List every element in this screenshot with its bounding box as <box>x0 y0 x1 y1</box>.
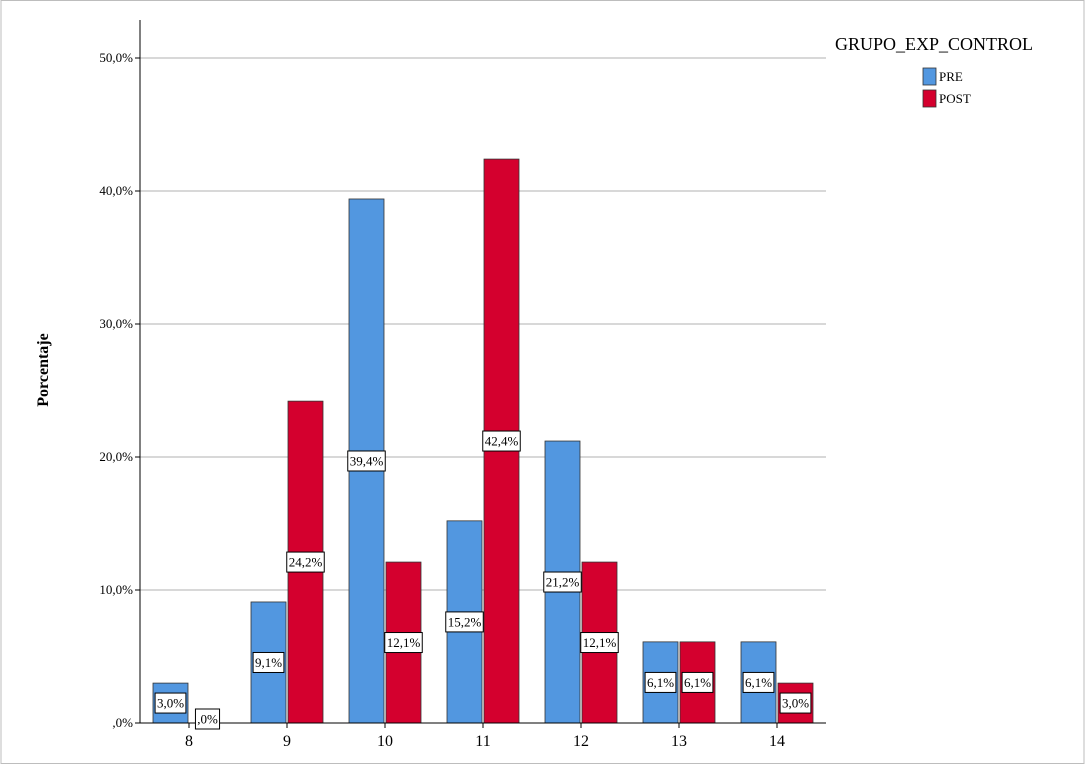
data-label-pre: 15,2% <box>445 611 484 633</box>
x-tick-label: 9 <box>283 733 291 750</box>
data-label-text: 6,1% <box>745 675 772 690</box>
x-tick-label: 10 <box>377 733 393 750</box>
data-label-text: 15,2% <box>448 614 482 629</box>
data-label-box <box>445 611 484 633</box>
data-label-text: 3,0% <box>782 696 809 711</box>
x-tick-label: 8 <box>185 733 193 750</box>
data-label-text: 24,2% <box>289 555 323 570</box>
legend: GRUPO_EXP_CONTROL PRE POST <box>835 34 1033 108</box>
data-label-box <box>681 671 714 693</box>
data-label-text: 12,1% <box>583 635 617 650</box>
data-label-post: 12,1% <box>384 632 423 654</box>
y-tick-label: ,0% <box>112 715 133 730</box>
data-label-post: 12,1% <box>580 632 619 654</box>
data-label-text: 6,1% <box>684 675 711 690</box>
data-label-box <box>482 430 521 452</box>
data-label-box <box>543 571 582 593</box>
data-label-text: 12,1% <box>387 635 421 650</box>
data-label-post: 3,0% <box>779 692 812 714</box>
data-label-box <box>644 671 677 693</box>
legend-label-pre: PRE <box>939 69 963 84</box>
x-tick-label: 12 <box>573 733 589 750</box>
x-tick-label: 14 <box>769 733 785 750</box>
data-label-pre: 21,2% <box>543 571 582 593</box>
data-label-text: ,0% <box>197 712 218 727</box>
y-tick-label: 50,0% <box>99 50 133 65</box>
data-label-pre: 3,0% <box>154 692 187 714</box>
y-tick-label: 10,0% <box>99 582 133 597</box>
legend-swatch-pre <box>922 67 937 86</box>
y-tick-label: 30,0% <box>99 316 133 331</box>
data-label-pre: 39,4% <box>347 450 386 472</box>
x-tick-label: 11 <box>475 733 490 750</box>
data-label-box <box>194 708 221 730</box>
data-label-post: ,0% <box>194 708 221 730</box>
data-label-text: 21,2% <box>546 575 580 590</box>
data-label-text: 3,0% <box>157 696 184 711</box>
legend-label-post: POST <box>939 91 971 106</box>
data-label-box <box>742 671 775 693</box>
data-label-pre: 9,1% <box>252 651 285 673</box>
data-label-box <box>286 551 325 573</box>
y-tick-label: 20,0% <box>99 449 133 464</box>
data-label-text: 39,4% <box>350 453 384 468</box>
data-label-box <box>154 692 187 714</box>
data-label-post: 6,1% <box>681 671 714 693</box>
legend-swatch-post <box>922 89 937 108</box>
y-axis-title: Porcentaje <box>35 333 52 406</box>
data-label-box <box>347 450 386 472</box>
data-label-box <box>580 632 619 654</box>
data-label-text: 42,4% <box>485 434 519 449</box>
data-label-pre: 6,1% <box>742 671 775 693</box>
data-label-text: 6,1% <box>647 675 674 690</box>
x-tick-label: 13 <box>671 733 687 750</box>
data-label-box <box>384 632 423 654</box>
legend-title: GRUPO_EXP_CONTROL <box>835 34 1033 54</box>
y-tick-label: 40,0% <box>99 183 133 198</box>
data-label-post: 42,4% <box>482 430 521 452</box>
data-label-box <box>252 651 285 673</box>
data-label-pre: 6,1% <box>644 671 677 693</box>
data-label-text: 9,1% <box>255 655 282 670</box>
data-label-post: 24,2% <box>286 551 325 573</box>
data-label-box <box>779 692 812 714</box>
